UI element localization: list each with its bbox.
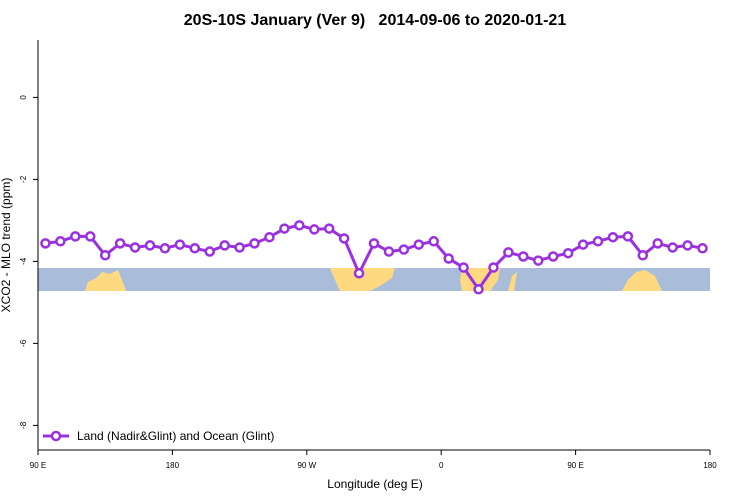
y-tick-label: -4 bbox=[19, 257, 28, 265]
data-point bbox=[174, 239, 186, 250]
y-tick-label: -8 bbox=[19, 421, 28, 429]
data-point bbox=[637, 250, 649, 261]
data-point bbox=[70, 231, 81, 242]
data-point bbox=[40, 238, 51, 249]
data-point bbox=[652, 238, 663, 249]
data-point bbox=[562, 247, 574, 259]
y-axis-title: XCO2 - MLO trend (ppm) bbox=[0, 178, 13, 313]
data-point bbox=[503, 247, 514, 258]
y-tick-label: -6 bbox=[19, 339, 28, 347]
data-point bbox=[159, 243, 171, 254]
data-point bbox=[383, 246, 395, 257]
data-point bbox=[114, 238, 126, 249]
data-point bbox=[547, 251, 559, 262]
data-point bbox=[577, 239, 589, 250]
data-point bbox=[697, 243, 708, 254]
data-point bbox=[309, 224, 320, 235]
data-point bbox=[264, 231, 275, 243]
chart-title: 20S-10S January (Ver 9) 2014-09-06 to 20… bbox=[184, 12, 567, 29]
legend-item: Land (Nadir&Glint) and Ocean (Glint) bbox=[43, 429, 274, 443]
data-point bbox=[204, 246, 215, 257]
x-tick-label: 180 bbox=[703, 461, 717, 470]
x-tick-label: 90 W bbox=[297, 461, 316, 470]
x-tick-label: 0 bbox=[439, 461, 444, 470]
data-point bbox=[323, 223, 335, 234]
data-point bbox=[144, 240, 156, 251]
data-point bbox=[279, 223, 290, 234]
data-point bbox=[592, 236, 604, 247]
data-point bbox=[622, 231, 634, 242]
y-tick-label: 0 bbox=[19, 95, 28, 100]
data-point bbox=[129, 242, 141, 253]
data-point bbox=[667, 242, 678, 253]
data-point bbox=[398, 244, 410, 255]
data-point bbox=[443, 253, 454, 264]
data-point bbox=[99, 250, 111, 261]
data-point bbox=[55, 236, 66, 247]
data-point bbox=[85, 231, 96, 242]
y-tick-label: -2 bbox=[19, 175, 28, 183]
data-point bbox=[294, 220, 305, 231]
data-point bbox=[607, 231, 619, 243]
data-point bbox=[353, 268, 365, 279]
x-tick-label: 90 E bbox=[567, 461, 583, 470]
legend-label: Land (Nadir&Glint) and Ocean (Glint) bbox=[77, 429, 274, 443]
data-point bbox=[413, 239, 425, 250]
data-point bbox=[428, 236, 439, 247]
data-point bbox=[338, 233, 350, 244]
x-tick-label: 180 bbox=[166, 461, 180, 470]
data-point bbox=[518, 251, 529, 262]
data-point bbox=[368, 238, 380, 249]
data-point bbox=[458, 262, 469, 273]
data-point bbox=[189, 243, 201, 254]
x-tick-label: 90 E bbox=[30, 461, 46, 470]
data-point bbox=[533, 255, 544, 266]
data-point bbox=[234, 242, 245, 253]
legend-marker bbox=[50, 430, 62, 442]
data-point bbox=[682, 240, 693, 251]
map-strip bbox=[38, 268, 710, 291]
x-axis-title: Longitude (deg E) bbox=[327, 477, 422, 491]
data-point bbox=[488, 262, 499, 273]
data-point bbox=[219, 240, 230, 251]
data-point bbox=[473, 284, 484, 295]
data-point bbox=[249, 238, 260, 249]
